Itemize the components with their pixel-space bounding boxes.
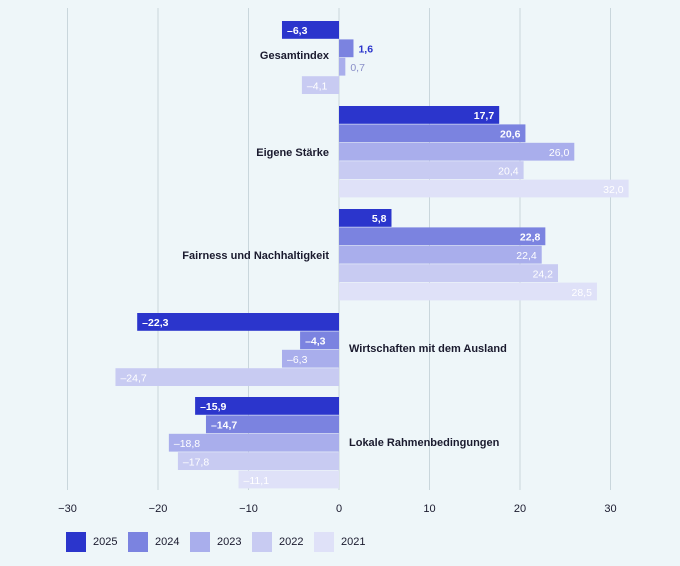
legend-swatch-2024 (128, 532, 148, 552)
x-tick-label: 30 (604, 503, 616, 515)
data-label: 28,5 (571, 287, 592, 299)
data-label: 20,4 (498, 165, 519, 177)
x-tick-label: −10 (239, 503, 258, 515)
legend-item-2022: 2022 (252, 532, 314, 552)
data-label: 32,0 (603, 184, 624, 196)
data-label: 20,6 (500, 129, 521, 141)
data-label: –18,8 (174, 438, 200, 450)
legend-item-2024: 2024 (128, 532, 190, 552)
data-label: 22,4 (516, 250, 537, 262)
category-label: Fairness und Nachhaltigkeit (182, 250, 329, 262)
data-label: –22,3 (142, 317, 168, 329)
category-label: Lokale Rahmenbedingungen (349, 437, 500, 449)
bar (177, 452, 339, 470)
data-label: 22,8 (520, 232, 541, 244)
x-tick-label: −20 (149, 503, 168, 515)
bar (339, 39, 354, 58)
legend: 2025 2024 2023 2022 2021 (66, 532, 376, 552)
data-label: –15,9 (200, 401, 226, 413)
legend-item-2021: 2021 (314, 532, 376, 552)
bar (339, 57, 346, 76)
bar (339, 106, 500, 124)
data-label: 1,6 (358, 44, 373, 56)
bar (339, 124, 526, 143)
legend-swatch-2021 (314, 532, 334, 552)
legend-swatch-2022 (252, 532, 272, 552)
legend-item-2025: 2025 (66, 532, 128, 552)
data-label: –17,8 (183, 456, 209, 468)
category-label: Gesamtindex (260, 50, 330, 62)
legend-label-2023: 2023 (217, 536, 242, 548)
legend-label-2024: 2024 (155, 536, 180, 548)
bar (339, 142, 575, 161)
legend-swatch-2025 (66, 532, 86, 552)
bar (339, 179, 629, 198)
data-label: 17,7 (474, 110, 495, 122)
bar (339, 227, 546, 246)
bar (339, 245, 542, 264)
data-label: –14,7 (211, 420, 237, 432)
x-tick-label: 20 (514, 503, 526, 515)
legend-item-2023: 2023 (190, 532, 252, 552)
bar (115, 368, 339, 386)
bar (168, 433, 339, 452)
category-label: Wirtschaften mit dem Ausland (349, 343, 507, 355)
legend-label-2021: 2021 (341, 536, 366, 548)
data-label: –11,1 (244, 475, 270, 487)
data-label: –4,3 (305, 336, 326, 348)
bar (339, 282, 597, 301)
bar (339, 264, 559, 282)
legend-swatch-2023 (190, 532, 210, 552)
data-label: –6,3 (287, 25, 308, 37)
bar (339, 209, 392, 227)
bar (205, 415, 339, 434)
data-label: –24,7 (120, 372, 146, 384)
bar (339, 161, 524, 179)
bar (281, 349, 339, 368)
bar (281, 21, 339, 39)
legend-label-2022: 2022 (279, 536, 304, 548)
bar (300, 331, 339, 350)
data-label: –6,3 (287, 354, 308, 366)
x-tick-label: 10 (423, 503, 435, 515)
bar (137, 313, 339, 331)
legend-label-2025: 2025 (93, 536, 118, 548)
data-label: 0,7 (350, 62, 365, 74)
bar (238, 470, 339, 489)
data-label: 26,0 (549, 147, 570, 159)
x-tick-label: −30 (58, 503, 77, 515)
data-label: –4,1 (307, 80, 328, 92)
data-label: 24,2 (533, 268, 554, 280)
x-tick-label: 0 (336, 503, 342, 515)
bar (195, 397, 339, 415)
bar (301, 76, 339, 94)
category-label: Eigene Stärke (256, 147, 329, 159)
data-label: 5,8 (372, 213, 387, 225)
